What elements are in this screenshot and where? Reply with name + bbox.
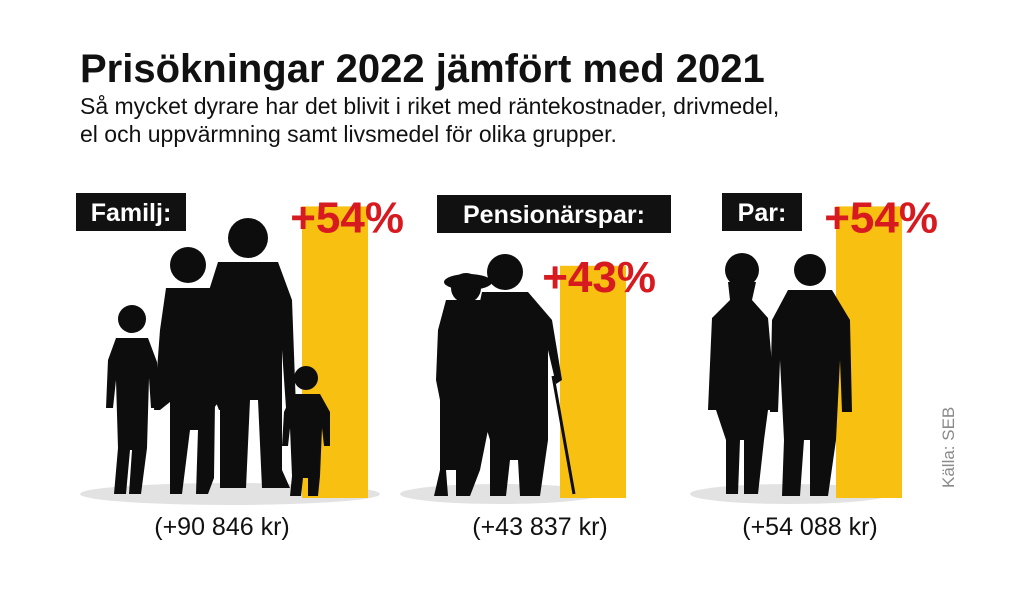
- elderly-man-silhouette: [476, 254, 562, 496]
- subtitle-line-1: Så mycket dyrare har det blivit i riket …: [80, 93, 780, 119]
- value-label-1: +43%: [542, 253, 656, 302]
- category-label-0: Familj:: [91, 199, 172, 227]
- category-label-bg-2: [722, 193, 802, 231]
- bar-1: [560, 265, 626, 498]
- amount-label-0: (+90 846 kr): [154, 513, 290, 541]
- source-note: Källa: SEB: [939, 406, 958, 488]
- cane-shape: [551, 375, 576, 495]
- man-silhouette: [206, 218, 296, 488]
- toddler-silhouette: [282, 366, 330, 496]
- amount-label-2: (+54 088 kr): [742, 513, 878, 541]
- category-label-1: Pensionärspar:: [463, 201, 645, 229]
- boy-silhouette: [106, 305, 160, 494]
- value-label-2: +54%: [824, 193, 938, 242]
- people-silhouettes: [106, 218, 852, 496]
- chart-title: Prisökningar 2022 jämfört med 2021: [80, 47, 765, 91]
- category-label-bg-1: [437, 195, 671, 233]
- value-label-0: +54%: [290, 193, 404, 242]
- woman-silhouette: [708, 253, 776, 494]
- category-label-2: Par:: [738, 199, 787, 227]
- subtitle-line-2: el och uppvärmning samt livsmedel för ol…: [80, 121, 617, 147]
- amount-label-1: (+43 837 kr): [472, 513, 608, 541]
- category-label-bg-0: [76, 193, 186, 231]
- man-silhouette: [770, 254, 852, 496]
